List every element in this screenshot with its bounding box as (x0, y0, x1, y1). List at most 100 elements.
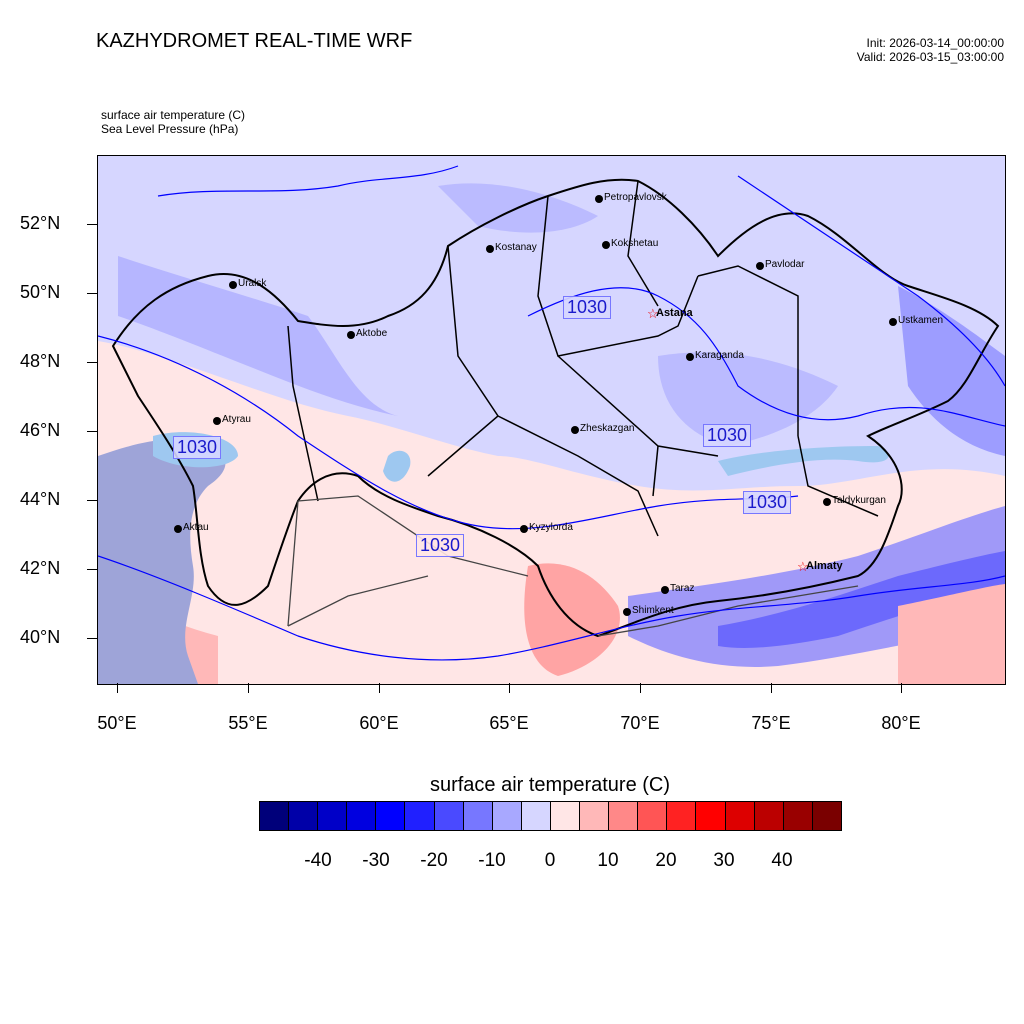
isobar-label: 1030 (703, 424, 752, 447)
colorbar-swatch (812, 802, 841, 830)
colorbar-swatch (580, 802, 610, 830)
lat-tick (87, 224, 97, 225)
lat-tick (87, 569, 97, 570)
city-marker-icon (756, 262, 764, 270)
city-label: Shimkent (632, 605, 674, 616)
colorbar-label: 10 (597, 850, 619, 871)
lat-tick (87, 431, 97, 432)
lon-label: 65°E (489, 713, 529, 733)
city-label: Atyrau (222, 414, 251, 425)
colorbar-swatch (434, 802, 464, 830)
city-marker-icon (595, 195, 603, 203)
isobar-label: 1030 (416, 534, 465, 557)
city-label: Aktau (183, 522, 209, 533)
region-borders (287, 180, 879, 537)
cold-band-1 (118, 256, 398, 416)
colorbar-swatch (289, 802, 319, 830)
colorbar-swatch (463, 802, 493, 830)
isobar-label: 1030 (743, 491, 792, 514)
isobar-4 (157, 165, 459, 197)
city-marker-icon (520, 525, 528, 533)
lon-label: 60°E (359, 713, 399, 733)
colorbar-swatch (783, 802, 813, 830)
city-marker-icon (347, 331, 355, 339)
city-label: Kostanay (495, 242, 537, 253)
lat-label: 50°N (20, 282, 61, 302)
city-marker-icon (889, 318, 897, 326)
run-times: Init: 2026-03-14_00:00:00 Valid: 2026-03… (857, 36, 1004, 64)
lon-label: 70°E (620, 713, 660, 733)
colorbar-swatch (260, 802, 290, 830)
city-label: Karaganda (695, 350, 744, 361)
colorbar-label: 0 (544, 850, 556, 871)
colorbar-label: -30 (362, 850, 390, 871)
isobar-label: 1030 (173, 436, 222, 459)
city-marker-icon (661, 586, 669, 594)
colorbar-swatch (405, 802, 435, 830)
colorbar-swatch (347, 802, 377, 830)
colorbar-swatch (696, 802, 726, 830)
colorbar-title: surface air temperature (C) (429, 774, 671, 796)
lon-tick (640, 683, 641, 693)
lon-tick (379, 683, 380, 693)
colorbar-label: 30 (713, 850, 735, 871)
lat-label: 40°N (20, 627, 61, 647)
city-marker-icon (486, 245, 494, 253)
lon-label: 80°E (881, 713, 921, 733)
city-marker-icon (229, 281, 237, 289)
city-marker-icon (571, 426, 579, 434)
field-labels: surface air temperature (C) Sea Level Pr… (101, 108, 245, 136)
colorbar-swatch (609, 802, 639, 830)
city-marker-icon (823, 498, 831, 506)
lat-label: 46°N (20, 420, 61, 440)
lat-tick (87, 362, 97, 363)
city-marker-icon (213, 417, 221, 425)
colorbar (259, 801, 842, 831)
colorbar-label: -40 (304, 850, 332, 871)
colorbar-swatch (638, 802, 668, 830)
city-label: Pavlodar (765, 259, 805, 270)
map-panel: 1030 1030 1030 1030 1030 Petropavlovsk Ko… (97, 155, 1006, 685)
lat-label: 48°N (20, 351, 61, 371)
city-label: Aktobe (356, 328, 388, 339)
lat-tick (87, 638, 97, 639)
city-label: Petropavlovsk (604, 192, 667, 203)
lat-label: 44°N (20, 489, 61, 509)
colorbar-label: -20 (420, 850, 448, 871)
city-label: Astana (656, 307, 693, 319)
pressure-field-label: Sea Level Pressure (hPa) (101, 122, 239, 136)
aral-sea (383, 450, 411, 482)
isobar-2 (527, 287, 1005, 427)
city-marker-icon (174, 525, 182, 533)
colorbar-label: 20 (655, 850, 677, 871)
lat-label: 42°N (20, 558, 61, 578)
capital-marker-icon: ☆ (797, 559, 809, 574)
lon-tick (117, 683, 118, 693)
neighbor-borders (287, 495, 859, 637)
colorbar-swatch (521, 802, 551, 830)
capital-marker-icon: ☆ (647, 306, 659, 321)
city-label: Kyzylorda (529, 522, 573, 533)
colorbar-swatch (376, 802, 406, 830)
lat-tick (87, 293, 97, 294)
colorbar-swatch (754, 802, 784, 830)
colorbar-label: -10 (478, 850, 506, 871)
cold-band-3 (898, 286, 1005, 456)
temperature-field-label: surface air temperature (C) (101, 108, 246, 122)
colorbar-swatch (318, 802, 348, 830)
colorbar-swatch (725, 802, 755, 830)
init-time: Init: 2026-03-14_00:00:00 (866, 36, 1004, 50)
city-label: Uralsk (238, 278, 267, 289)
cold-band-2 (658, 352, 838, 446)
valid-time: Valid: 2026-03-15_03:00:00 (856, 50, 1004, 64)
city-label: Almaty (806, 560, 843, 572)
isobar-1 (98, 335, 799, 530)
city-marker-icon (602, 241, 610, 249)
isobar-5 (737, 175, 1005, 387)
colorbar-swatch (667, 802, 697, 830)
lon-label: 50°E (97, 713, 137, 733)
chart-title: KAZHYDROMET REAL-TIME WRF (96, 30, 413, 52)
city-marker-icon (623, 608, 631, 616)
isobar-label: 1030 (563, 296, 612, 319)
city-marker-icon (686, 353, 694, 361)
